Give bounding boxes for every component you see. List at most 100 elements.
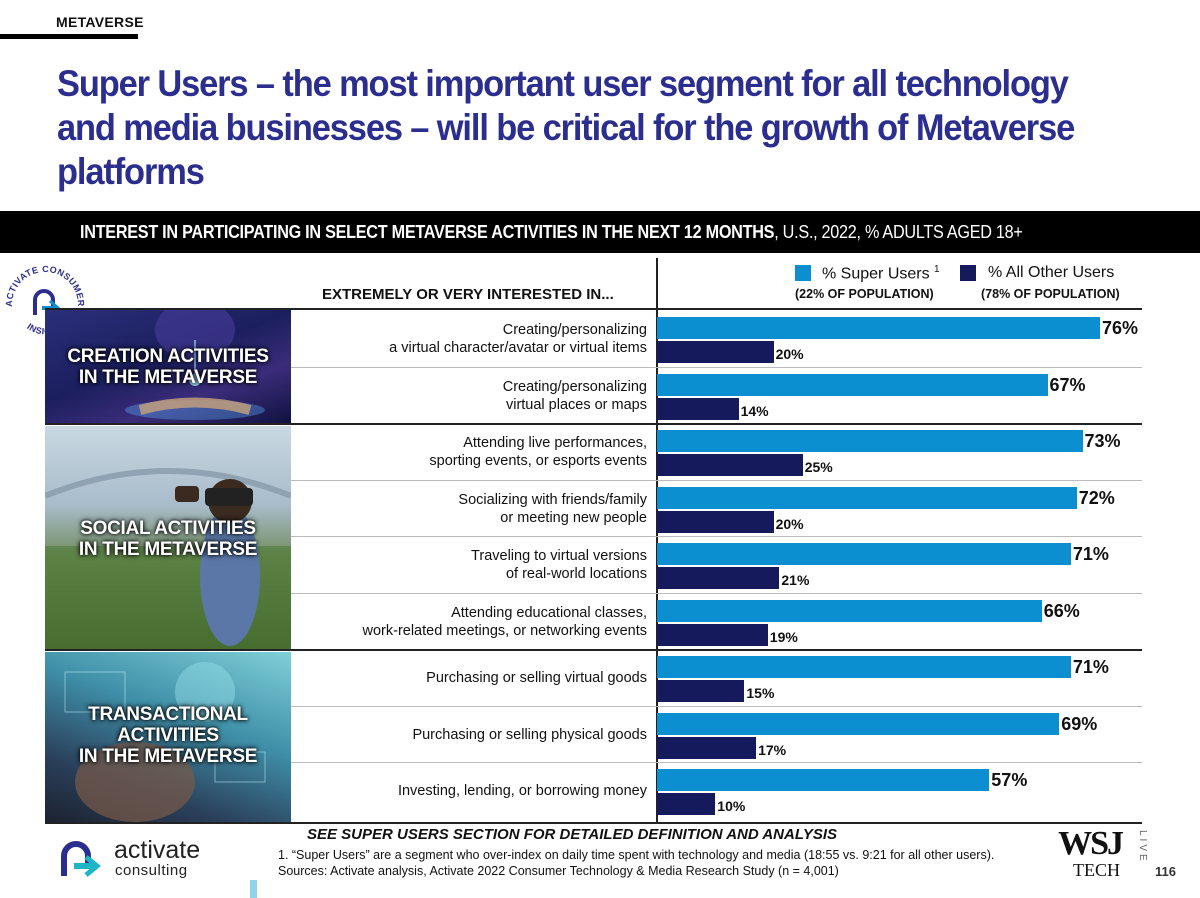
bar-label-super-users: 73% <box>1084 431 1121 451</box>
category-label-line: Purchasing or selling virtual goods <box>426 670 647 686</box>
group-separator <box>45 649 1142 651</box>
page-title: Super Users – the most important user se… <box>57 63 1075 192</box>
page-number: 116 <box>1155 864 1176 879</box>
legend-sub-super-users: (22% OF POPULATION) <box>795 287 934 301</box>
group-separator <box>45 423 1142 425</box>
bar-super-users <box>657 430 1083 452</box>
transactional-activities-image: TRANSACTIONAL ACTIVITIES IN THE METAVERS… <box>45 652 291 822</box>
category-label: Creating/personalizing a virtual characte… <box>389 321 647 357</box>
bar-label-other-users: 19% <box>769 628 798 645</box>
group-label-transactional-line3: IN THE METAVERSE <box>78 746 258 767</box>
legend-swatch-super-users <box>795 265 811 281</box>
bar-other-users <box>657 510 774 533</box>
bar-label-other-users: 25% <box>804 459 833 475</box>
group-label-creation-line2: IN THE METAVERSE <box>78 367 258 388</box>
bar-super-users <box>657 769 990 791</box>
category-label-line: Traveling to virtual versions <box>471 548 647 564</box>
category-label: Socializing with friends/family or meetin… <box>458 491 647 527</box>
bar-super-users <box>657 373 1048 396</box>
category-label-line: work-related meetings, or networking eve… <box>362 622 648 639</box>
bar-other-users <box>657 793 716 815</box>
chart-banner <box>0 211 1200 253</box>
wsj-logo: WSJ <box>1058 825 1124 862</box>
bar-label-super-users: 69% <box>1061 713 1098 734</box>
column-header: EXTREMELY OR VERY INTERESTED IN... <box>322 286 614 303</box>
category-label-line: or meeting new people <box>500 509 647 526</box>
bar-label-other-users: 14% <box>740 402 769 419</box>
section-tag-rule <box>0 34 138 39</box>
bar-super-users <box>657 543 1071 565</box>
row-separator <box>291 479 1142 481</box>
bar-label-super-users: 76% <box>1102 318 1139 338</box>
bar-super-users <box>657 486 1077 509</box>
bar-other-users <box>657 397 739 420</box>
chart-title-bold: INTEREST IN PARTICIPATING IN SELECT META… <box>80 222 775 242</box>
category-label-line: virtual places or maps <box>505 396 647 413</box>
chart-title-rest: , U.S., 2022, % ADULTS AGED 18+ <box>774 222 1023 242</box>
bar-label-super-users: 71% <box>1072 544 1109 564</box>
legend-super-footnote-mark: 1 <box>934 264 940 275</box>
group-label-social-line2: IN THE METAVERSE <box>78 539 258 560</box>
category-label: Traveling to virtual versions of real-wor… <box>471 547 647 583</box>
legend-label-other-users: % All Other Users <box>988 264 1115 281</box>
wsj-live-text: LIVE <box>1137 830 1148 864</box>
category-label: Attending live performances, sporting eve… <box>429 434 647 470</box>
bar-other-users <box>657 341 774 363</box>
chart-axis-line <box>656 258 658 824</box>
group-label-transactional-line2: ACTIVITIES <box>117 725 219 746</box>
bar-other-users <box>657 736 757 759</box>
section-tag: METAVERSE <box>56 14 144 30</box>
creation-illustration <box>125 310 265 420</box>
category-label-line: sporting events, or esports events <box>429 453 647 469</box>
category-label-line: of real-world locations <box>505 566 647 582</box>
category-label-line: a virtual character/avatar or virtual it… <box>389 340 647 356</box>
category-label-line: Purchasing or selling physical goods <box>412 726 647 743</box>
chart-title: INTEREST IN PARTICIPATING IN SELECT META… <box>80 222 1023 243</box>
row-separator <box>291 536 1142 537</box>
bar-label-other-users: 20% <box>775 515 804 532</box>
social-illustration <box>45 468 291 650</box>
row-separator <box>291 762 1142 763</box>
bar-super-users <box>657 599 1042 622</box>
bar-label-super-users: 67% <box>1049 374 1086 395</box>
group-label-transactional-line1: TRANSACTIONAL <box>88 704 248 725</box>
chart-top-rule <box>45 308 1142 310</box>
category-label-line: Creating/personalizing <box>502 322 647 338</box>
category-label-line: Attending live performances, <box>463 435 647 451</box>
see-super-users-note: SEE SUPER USERS SECTION FOR DETAILED DEF… <box>307 826 838 843</box>
group-label-social: SOCIAL ACTIVITIES IN THE METAVERSE <box>45 518 291 560</box>
transactional-illustration <box>64 662 266 822</box>
activate-logo-sub: consulting <box>115 862 188 879</box>
group-label-creation-line1: CREATION ACTIVITIES <box>67 346 269 367</box>
legend-label-super-users: % Super Users 1 <box>822 264 940 283</box>
bar-other-users <box>657 680 745 702</box>
group-label-social-line1: SOCIAL ACTIVITIES <box>80 518 256 539</box>
bar-other-users <box>657 454 803 476</box>
bar-label-other-users: 15% <box>746 685 775 701</box>
bar-label-other-users: 10% <box>717 798 746 814</box>
category-label-line: Creating/personalizing <box>502 378 647 395</box>
social-activities-image: SOCIAL ACTIVITIES IN THE METAVERSE <box>45 426 291 650</box>
chart-bottom-rule <box>45 822 1142 824</box>
bar-super-users <box>657 712 1060 735</box>
category-label-line: Attending educational classes, <box>451 604 647 621</box>
accent-bar <box>250 880 257 898</box>
row-separator <box>291 592 1142 594</box>
category-label-line: Socializing with friends/family <box>458 491 647 508</box>
legend-swatch-other-users <box>960 265 976 281</box>
category-label: Investing, lending, or borrowing money <box>398 782 647 800</box>
bar-other-users <box>657 567 780 589</box>
category-label: Attending educational classes, work-relat… <box>363 604 648 640</box>
group-label-creation: CREATION ACTIVITIES IN THE METAVERSE <box>45 346 291 388</box>
activate-logo-icon <box>61 841 101 877</box>
bar-super-users <box>657 656 1071 678</box>
creation-activities-image: CREATION ACTIVITIES IN THE METAVERSE <box>45 310 291 424</box>
bar-super-users <box>657 317 1100 339</box>
bar-label-super-users: 71% <box>1072 657 1109 677</box>
bar-label-super-users: 72% <box>1078 487 1115 508</box>
category-label: Purchasing or selling physical goods <box>412 726 647 744</box>
group-label-transactional: TRANSACTIONAL ACTIVITIES IN THE METAVERS… <box>45 704 291 767</box>
wsj-tech-text: TECH <box>1073 860 1120 880</box>
sources-note: Sources: Activate analysis, Activate 202… <box>278 864 839 878</box>
bar-label-super-users: 57% <box>991 770 1028 790</box>
